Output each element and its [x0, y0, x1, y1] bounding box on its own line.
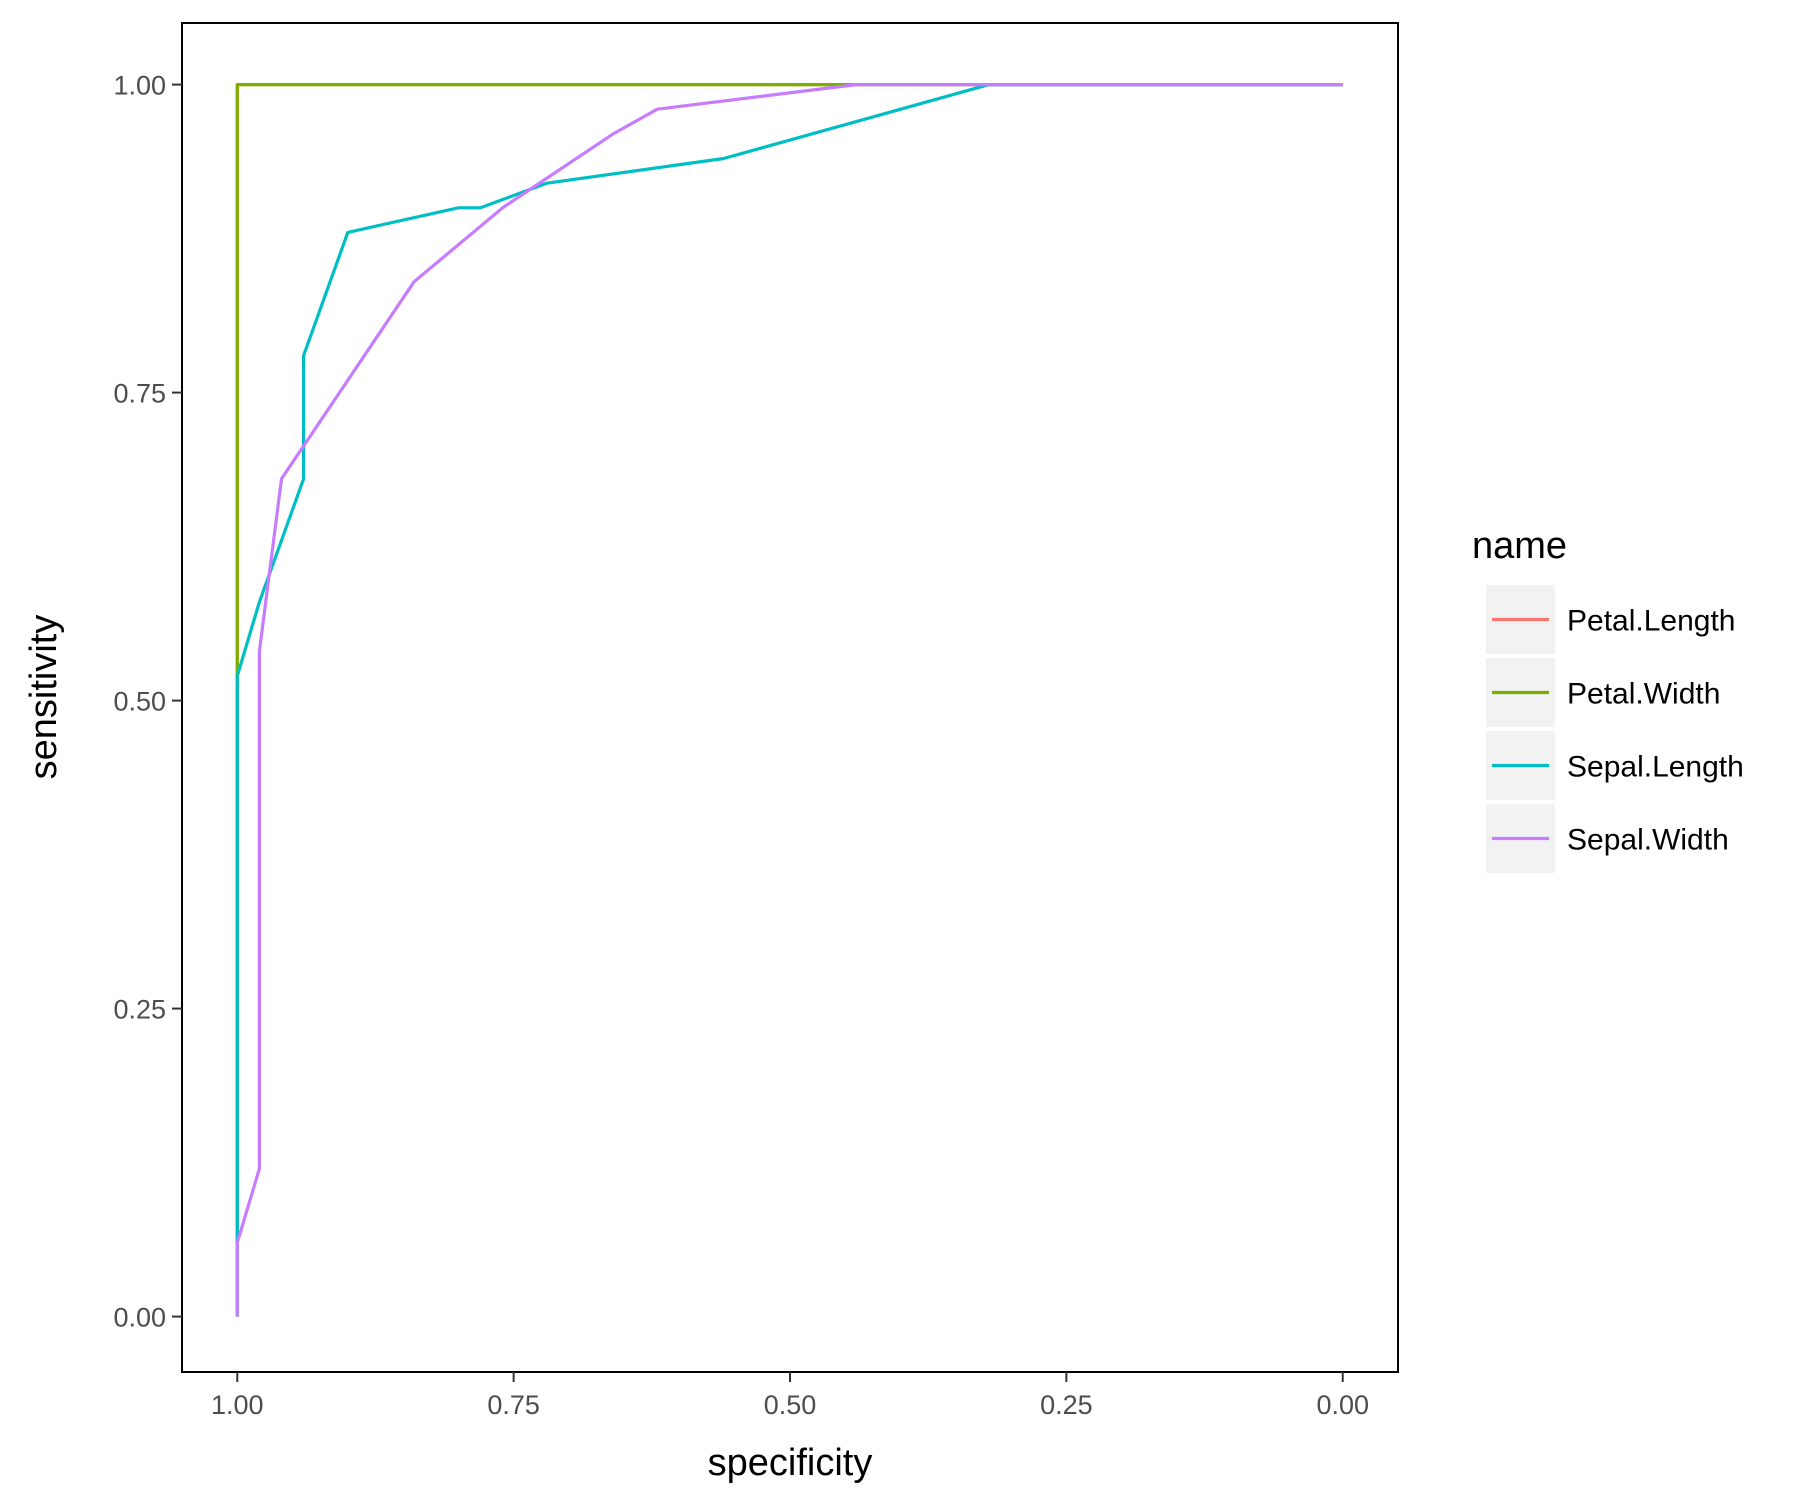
x-axis-title: specificity: [708, 1442, 873, 1484]
legend: name Petal.Length Petal.Width Sepal.Length…: [1472, 525, 1744, 873]
x-tick-label: 0.25: [1040, 1390, 1093, 1420]
x-axis: 1.00 0.75 0.50 0.25 0.00: [211, 1372, 1369, 1420]
y-tick-label: 0.50: [113, 687, 166, 717]
plot-panel: [182, 23, 1398, 1372]
legend-title: name: [1472, 525, 1567, 567]
legend-label: Sepal.Length: [1567, 751, 1744, 784]
legend-label: Petal.Width: [1567, 678, 1720, 711]
series-layer: [235, 83, 1343, 1317]
series-line-sepal-width: [235, 83, 1343, 1317]
y-tick-label: 0.00: [113, 1303, 166, 1333]
y-tick-label: 1.00: [113, 71, 166, 101]
legend-label: Sepal.Width: [1567, 824, 1729, 857]
y-tick-label: 0.25: [113, 995, 166, 1025]
series-line-sepal-length: [235, 83, 1343, 1317]
legend-label: Petal.Length: [1567, 605, 1735, 638]
x-tick-label: 0.00: [1316, 1390, 1369, 1420]
x-tick-label: 1.00: [211, 1390, 264, 1420]
y-tick-label: 0.75: [113, 379, 166, 409]
x-tick-label: 0.75: [487, 1390, 540, 1420]
x-tick-label: 0.50: [764, 1390, 817, 1420]
y-axis: 0.00 0.25 0.50 0.75 1.00: [113, 71, 182, 1333]
y-axis-title: sensitivity: [23, 615, 65, 780]
